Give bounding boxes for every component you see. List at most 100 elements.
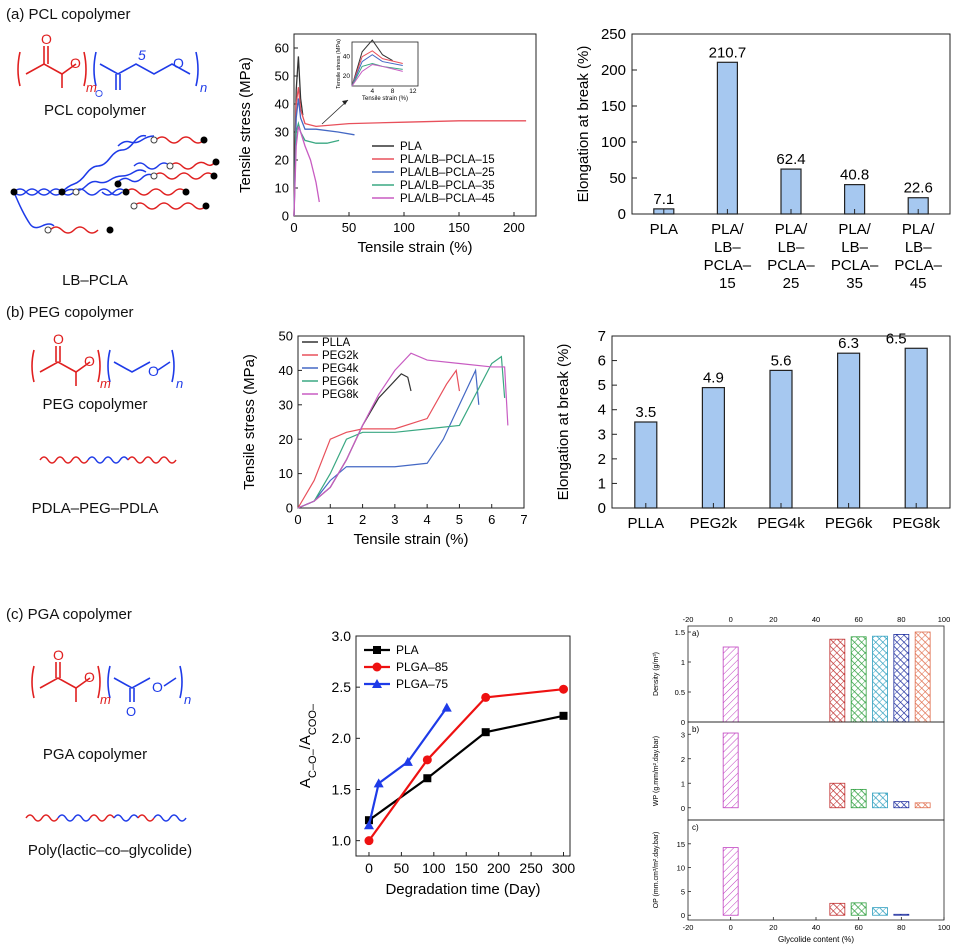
- top-x-tick-label: 40: [812, 615, 820, 624]
- y-axis-label: Tensile stress (MPa): [237, 57, 254, 193]
- y-tick-label: 15: [677, 840, 685, 849]
- y-axis-label: Elongation at break (%): [575, 46, 592, 203]
- x-tick-label: PLLA: [627, 515, 664, 532]
- bar-value-label: 6.3: [838, 335, 859, 352]
- y-tick-label: 0: [282, 209, 289, 224]
- data-point: [422, 755, 432, 765]
- y-tick-label: 150: [601, 98, 626, 115]
- inset-series-2: [351, 54, 403, 87]
- x-tick-label: 4: [424, 512, 431, 527]
- pcl-n: n: [200, 80, 207, 95]
- x-tick-label: 1: [327, 512, 334, 527]
- y-tick-label: 0: [681, 911, 685, 920]
- chart-b-elongation: 0 1 2 3 4 5 6 7 Elongation at break (%) 3.5 PLLA 4.…: [555, 328, 951, 532]
- x-tick-label: 5: [456, 512, 463, 527]
- y-tick-label: 2: [598, 451, 606, 468]
- pdla-peg-pdla-chain: [39, 456, 177, 464]
- bar: [769, 369, 793, 509]
- y-tick-label: 0: [286, 501, 293, 516]
- y-axis-label: WP (g.mm/m².day.bar): [653, 736, 660, 806]
- data-point: [402, 756, 413, 766]
- x-tick-label: 3: [391, 512, 398, 527]
- plot-frame: [293, 33, 537, 217]
- x-tick-label: PLA/: [775, 221, 808, 238]
- x-tick-label: 35: [846, 275, 863, 292]
- series-line-1: [297, 368, 461, 509]
- x-tick-label: 50: [342, 220, 356, 235]
- y-tick-label: 0: [598, 500, 606, 517]
- y-tick-label: 1.5: [332, 781, 352, 797]
- plot-frame: [297, 335, 525, 509]
- x-tick-label: PCLA–: [767, 257, 815, 274]
- bar: [722, 646, 739, 723]
- x-tick-label: 60: [854, 923, 862, 932]
- series-line-3: [297, 355, 506, 509]
- y-tick-label: 40: [275, 97, 289, 112]
- x-tick-label: PEG6k: [825, 515, 873, 532]
- y-tick-label: 0: [681, 718, 685, 727]
- y-axis-label: OP (mm.cm³/m².day.bar): [653, 832, 660, 909]
- x-tick-label: -20: [683, 923, 694, 932]
- chart-a-elongation: 0 50 100 150 200 250 Elongation at break (%) 7.…: [575, 26, 951, 292]
- x-tick-label: 100: [938, 923, 951, 932]
- data-point: [559, 684, 569, 694]
- x-tick-label: 50: [394, 860, 410, 876]
- svg-text:O: O: [70, 55, 81, 71]
- bar-value-label: 210.7: [709, 44, 747, 61]
- legend-label-1: PLA/LB–PCLA–15: [400, 154, 495, 166]
- series-line-4: [293, 126, 320, 217]
- legend-label-0: PLA: [400, 141, 422, 153]
- y-tick-label: 3.0: [332, 628, 352, 644]
- bar: [634, 421, 658, 509]
- inset-arrow-head: [342, 100, 348, 105]
- bar: [716, 61, 738, 215]
- y-tick-label: 10: [275, 181, 289, 196]
- svg-text:O: O: [152, 679, 163, 695]
- pga-copolymer-label: PGA copolymer: [42, 746, 148, 763]
- x-tick-label: PEG4k: [757, 515, 805, 532]
- data-point: [423, 774, 432, 783]
- plga-chain: [25, 814, 187, 822]
- panel-tag: c): [692, 823, 699, 832]
- x-tick-label: 0: [290, 220, 297, 235]
- section-b-title: (b) PEG copolymer: [6, 304, 134, 321]
- bar: [829, 782, 846, 809]
- x-tick-label: 200: [487, 860, 511, 876]
- x-tick-label: 25: [783, 275, 800, 292]
- x-tick-label: LB–: [841, 239, 868, 256]
- y-tick-label: 200: [601, 62, 626, 79]
- data-point: [364, 836, 374, 846]
- legend-label-2: PLA/LB–PCLA–25: [400, 167, 495, 179]
- x-tick-label: 0: [365, 860, 373, 876]
- chart-b-tensile-stress: 0 10 20 30 40 50 0 1 2 3 4 5 6 7 Tensile strain (%) Ten…: [241, 329, 528, 548]
- legend-label-4: PLA/LB–PCLA–45: [400, 193, 495, 205]
- bar: [914, 802, 931, 809]
- panel-tag: b): [692, 725, 699, 734]
- legend-label-2: PLGA–75: [396, 677, 448, 691]
- inset-x-tick-label: 8: [391, 88, 395, 95]
- legend-label-2: PEG4k: [322, 363, 359, 375]
- bar-value-label: 22.6: [904, 180, 933, 197]
- section-a-title: (a) PCL copolymer: [6, 6, 131, 23]
- y-axis-label: AC–O–/ACOO–: [297, 703, 319, 788]
- bar: [904, 347, 928, 509]
- y-tick-label: 2.0: [332, 730, 352, 746]
- x-tick-label: PLA/: [711, 221, 744, 238]
- inset-y-label: Tensile stress (MPa): [336, 39, 342, 89]
- svg-text:O: O: [53, 331, 64, 347]
- bar-value-label: 7.1: [653, 191, 674, 208]
- x-tick-label: PLA: [650, 221, 678, 238]
- bar: [722, 847, 739, 916]
- x-tick-label: PLA/: [838, 221, 871, 238]
- data-point: [559, 711, 568, 720]
- series-line-2: [293, 98, 355, 217]
- legend-label-1: PEG2k: [322, 350, 359, 362]
- inset-series-0: [351, 39, 393, 87]
- x-tick-label: 200: [503, 220, 525, 235]
- pga-structure: O O O m n: [31, 647, 191, 707]
- y-tick-label: 0: [618, 206, 626, 223]
- y-tick-label: 50: [275, 69, 289, 84]
- inset-x-tick-label: 12: [409, 88, 417, 95]
- y-tick-label: 5: [598, 377, 606, 394]
- series-line-2: [297, 368, 480, 509]
